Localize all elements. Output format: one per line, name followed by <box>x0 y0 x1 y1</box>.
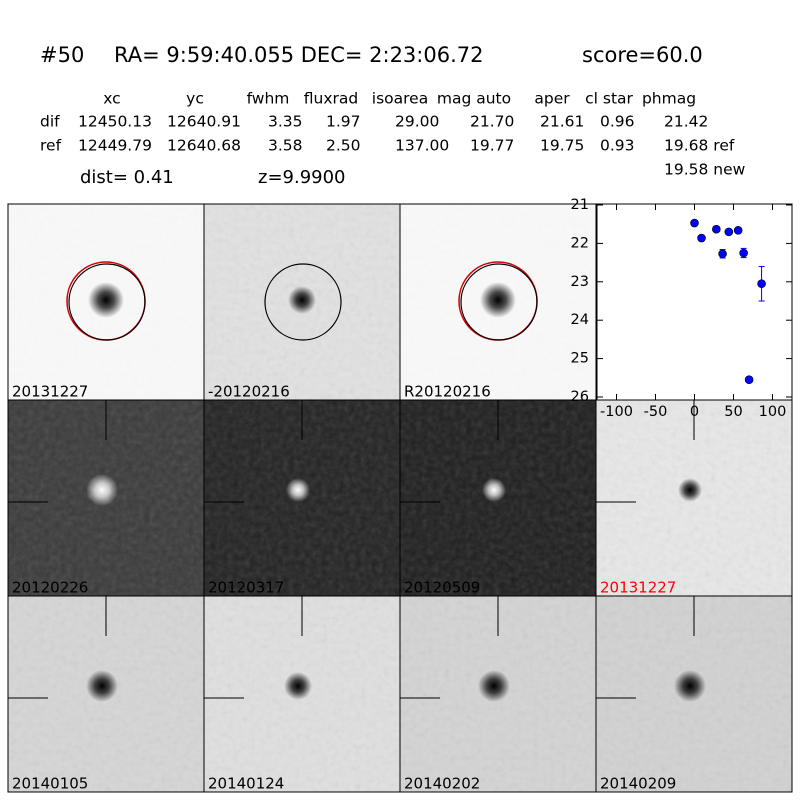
column-header: fluxrad <box>304 90 358 108</box>
stamp-label: 20120226 <box>12 579 88 597</box>
table-cell: 1.97 <box>326 113 361 131</box>
table-cell: 12640.68 <box>167 137 241 155</box>
redshift: z=9.9900 <box>258 167 346 188</box>
column-header: aper <box>534 90 570 108</box>
point <box>690 218 699 228</box>
table-cell: 137.00 <box>395 137 449 155</box>
table-cell: 21.42 <box>664 113 708 131</box>
point <box>697 233 706 243</box>
table-cell: 12449.79 <box>78 137 152 155</box>
stamp-label: R20120216 <box>404 383 491 401</box>
column-header: isoarea <box>372 90 428 108</box>
table-cell: 21.70 <box>470 113 514 131</box>
stamp-label: 20140202 <box>404 775 480 793</box>
table-cell: 3.58 <box>268 137 303 155</box>
y-tick-label: 26 <box>571 389 589 405</box>
score: score=60.0 <box>582 43 703 67</box>
point <box>757 279 766 289</box>
stamp-label: -20120216 <box>208 383 290 401</box>
column-header: cl star <box>585 90 633 108</box>
source <box>478 670 510 702</box>
x-tick-label: -50 <box>644 404 668 420</box>
point <box>733 226 743 235</box>
stamp-label: 20140105 <box>12 775 88 793</box>
point <box>744 375 754 385</box>
phmag-new: 19.58 new <box>664 161 746 179</box>
table-cell: 12450.13 <box>78 113 152 131</box>
table-cell: 21.61 <box>540 113 584 131</box>
row-label: dif <box>40 113 60 131</box>
table-cell: 19.75 <box>540 137 584 155</box>
aperture <box>460 263 538 341</box>
column-header: phmag <box>642 90 696 108</box>
stamp-label: 20120317 <box>208 579 284 597</box>
y-tick-label: 24 <box>571 312 589 328</box>
column-header: mag auto <box>437 90 511 108</box>
point <box>718 249 727 259</box>
stamp-label: 20131227 <box>12 383 88 401</box>
coordinates: RA= 9:59:40.055 DEC= 2:23:06.72 <box>114 43 484 67</box>
source <box>678 478 702 502</box>
source <box>86 474 118 506</box>
point <box>739 248 748 258</box>
table-cell: 12640.91 <box>167 113 241 131</box>
aperture <box>264 263 342 341</box>
stamp-label: 20131227 <box>600 579 676 597</box>
column-header: yc <box>186 90 204 108</box>
stamp-label: 20140209 <box>600 775 676 793</box>
x-tick-label: 100 <box>759 404 787 420</box>
x-tick-label: 0 <box>690 404 699 420</box>
source <box>86 670 118 702</box>
distance: dist= 0.41 <box>80 167 174 188</box>
column-header: xc <box>103 90 120 108</box>
stamp-frame <box>595 595 793 793</box>
source <box>288 286 316 314</box>
plot-area <box>596 203 793 401</box>
table-cell: 2.50 <box>326 137 361 155</box>
source <box>674 670 706 702</box>
aperture <box>68 263 146 341</box>
source <box>284 672 312 700</box>
table-cell: 0.96 <box>600 113 635 131</box>
table-cell: 19.68 ref <box>664 137 735 155</box>
point <box>724 227 734 237</box>
source <box>482 478 506 502</box>
source <box>480 282 516 318</box>
source <box>88 282 124 318</box>
stamp-label: 20140124 <box>208 775 284 793</box>
table-cell: 0.93 <box>600 137 635 155</box>
stamp-label: 20120509 <box>404 579 480 597</box>
y-tick-label: 25 <box>571 351 589 367</box>
source <box>286 478 310 502</box>
column-header: fwhm <box>247 90 290 108</box>
row-label: ref <box>40 137 62 155</box>
table-cell: 19.77 <box>470 137 514 155</box>
y-tick-label: 21 <box>571 197 589 213</box>
table-cell: 3.35 <box>268 113 303 131</box>
x-tick-label: -100 <box>600 404 633 420</box>
x-tick-label: 50 <box>724 404 742 420</box>
candidate-id: #50 <box>40 43 84 67</box>
y-tick-label: 23 <box>571 274 589 290</box>
y-tick-label: 22 <box>571 235 589 251</box>
point <box>712 224 721 234</box>
table-cell: 29.00 <box>395 113 439 131</box>
